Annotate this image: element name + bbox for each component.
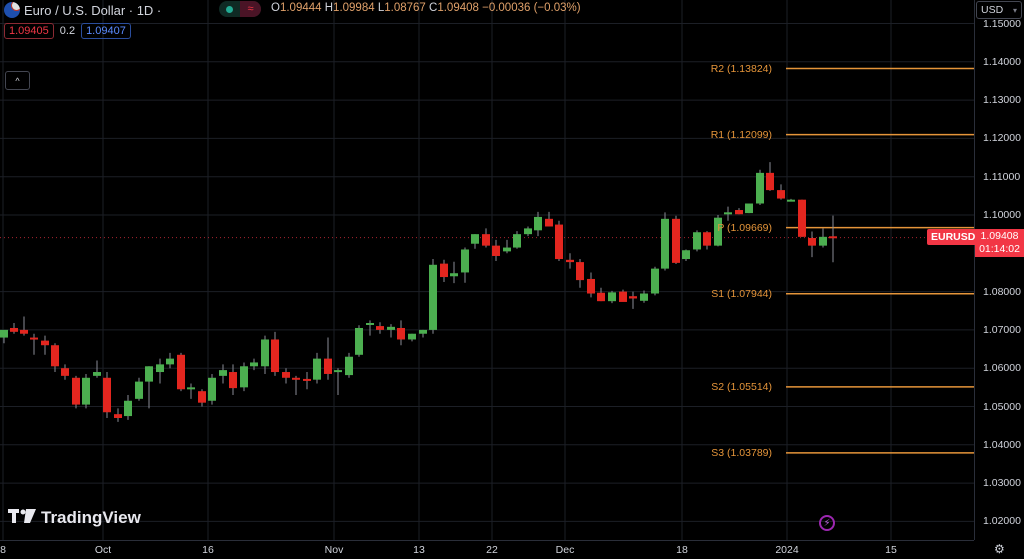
chart-plot-area[interactable] bbox=[0, 0, 974, 540]
symbol-price-tag: EURUSD bbox=[927, 229, 980, 245]
currency-label: USD bbox=[981, 4, 1004, 16]
lightning-icon[interactable]: ⚡ bbox=[819, 515, 835, 531]
bar-countdown: 01:14:02 bbox=[979, 243, 1020, 255]
time-tick: Oct bbox=[94, 544, 112, 556]
pivot-label: R2 (1.13824) bbox=[710, 62, 772, 75]
symbol-legend[interactable]: Euro / U.S. Dollar · 1D · bbox=[4, 1, 161, 19]
price-tick: 1.05000 bbox=[983, 400, 1021, 413]
time-tick: 8 bbox=[0, 544, 6, 556]
currency-dropdown[interactable]: USD ▾ bbox=[976, 1, 1022, 19]
time-axis[interactable]: 8 Oct 16 Nov 13 22 Dec 18 2024 15 bbox=[0, 540, 974, 559]
close-value: 1.09408 bbox=[437, 2, 479, 14]
price-tick: 1.13000 bbox=[983, 94, 1021, 107]
low-value: 1.08767 bbox=[384, 2, 426, 14]
tradingview-logo[interactable]: TradingView bbox=[8, 508, 141, 528]
price-tick: 1.04000 bbox=[983, 438, 1021, 451]
pivot-label: S3 (1.03789) bbox=[711, 446, 772, 459]
time-tick: 15 bbox=[885, 544, 897, 556]
sell-button[interactable]: 1.09405 bbox=[4, 23, 54, 39]
price-axis[interactable]: 1.15000 1.14000 1.13000 1.12000 1.11000 1.100… bbox=[974, 0, 1024, 540]
high-value: 1.09984 bbox=[333, 2, 375, 14]
pivot-label: R1 (1.12099) bbox=[710, 128, 772, 141]
pivot-label: S2 (1.05514) bbox=[711, 380, 772, 393]
price-tick: 1.06000 bbox=[983, 362, 1021, 375]
time-tick: 18 bbox=[676, 544, 688, 556]
tradingview-logo-icon bbox=[8, 508, 36, 528]
symbol-title[interactable]: Euro / U.S. Dollar · 1D · bbox=[24, 2, 162, 18]
last-price: 1.09408 bbox=[980, 230, 1019, 242]
last-price-tag: 1.09408 01:14:02 bbox=[975, 229, 1024, 257]
eur-usd-flag-icon bbox=[4, 2, 20, 18]
price-tick: 1.14000 bbox=[983, 55, 1021, 68]
buy-button[interactable]: 1.09407 bbox=[81, 23, 131, 39]
time-tick: 16 bbox=[202, 544, 214, 556]
market-status-pill[interactable]: ≈ bbox=[219, 1, 261, 17]
price-tick: 1.15000 bbox=[983, 17, 1021, 30]
time-tick: Nov bbox=[324, 544, 344, 556]
open-value: 1.09444 bbox=[279, 2, 322, 14]
spread-value: 0.2 bbox=[59, 25, 76, 37]
price-tick: 1.03000 bbox=[983, 477, 1021, 490]
data-delay-icon: ≈ bbox=[240, 1, 261, 17]
market-open-dot-icon bbox=[226, 5, 233, 13]
time-tick: 13 bbox=[413, 544, 425, 556]
price-tick: 1.10000 bbox=[983, 209, 1021, 221]
price-tick: 1.07000 bbox=[983, 323, 1021, 336]
chevron-down-icon: ▾ bbox=[1012, 5, 1017, 15]
ohlc-values: O1.09444 H1.09984 L1.08767 C1.09408 −0.0… bbox=[271, 2, 581, 14]
price-tick: 1.08000 bbox=[983, 285, 1021, 298]
price-tick: 1.02000 bbox=[983, 515, 1021, 528]
chevron-up-icon: ^ bbox=[15, 75, 20, 86]
settings-gear-icon[interactable]: ⚙ bbox=[994, 542, 1005, 556]
price-tick: 1.11000 bbox=[983, 170, 1021, 183]
pivot-label: P (1.09669) bbox=[717, 221, 772, 234]
time-tick: 22 bbox=[486, 544, 498, 556]
candlestick-chart[interactable] bbox=[0, 0, 974, 540]
price-tick: 1.12000 bbox=[983, 132, 1021, 145]
pivot-label: S1 (1.07944) bbox=[711, 287, 772, 300]
time-tick: 2024 bbox=[775, 544, 799, 556]
time-tick: Dec bbox=[555, 544, 575, 556]
change-value: −0.00036 (−0.03%) bbox=[482, 2, 581, 14]
quote-row: 1.09405 0.2 1.09407 bbox=[4, 23, 131, 39]
logo-text: TradingView bbox=[41, 508, 141, 527]
collapse-legend-button[interactable]: ^ bbox=[5, 71, 30, 90]
